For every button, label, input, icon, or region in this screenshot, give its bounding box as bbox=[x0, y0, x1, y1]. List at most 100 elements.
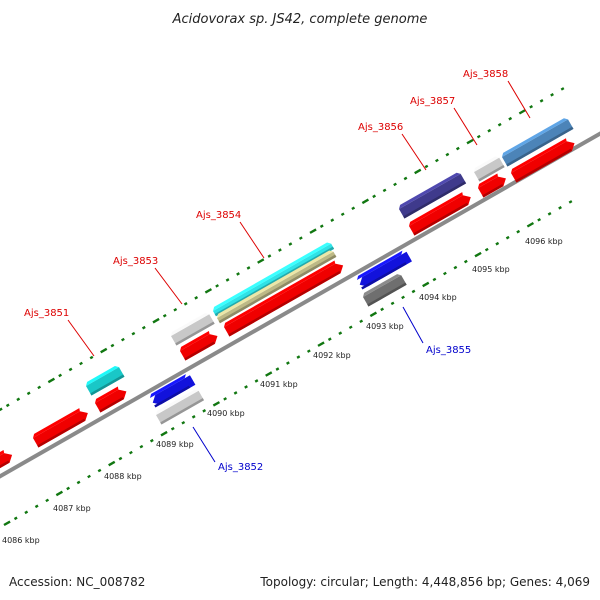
tick-minor bbox=[34, 504, 39, 509]
feature-cds-a[interactable] bbox=[0, 447, 15, 470]
gene-label-ajs-3853[interactable]: Ajs_3853 bbox=[113, 256, 158, 267]
tick-major bbox=[100, 347, 108, 354]
gene-label-ajs-3852[interactable]: Ajs_3852 bbox=[218, 462, 263, 473]
tick-minor bbox=[181, 420, 186, 425]
tick-major bbox=[361, 198, 370, 205]
feature-shadow bbox=[515, 148, 573, 183]
feature-body bbox=[359, 251, 412, 287]
tick-major bbox=[466, 138, 474, 145]
tick-minor bbox=[267, 254, 272, 258]
tick-minor bbox=[89, 355, 94, 360]
feature-shadow bbox=[99, 397, 124, 413]
feature-gene-3858[interactable] bbox=[501, 117, 574, 167]
feature-body bbox=[511, 141, 575, 183]
kbp-label: 4089 kbp bbox=[156, 440, 194, 449]
leader-line bbox=[67, 319, 95, 357]
gene-label-ajs-3856[interactable]: Ajs_3856 bbox=[358, 122, 403, 133]
tick-minor bbox=[149, 438, 154, 443]
tick-minor bbox=[37, 385, 42, 390]
feature-cds-g[interactable] bbox=[477, 171, 509, 198]
tick-major bbox=[0, 407, 3, 412]
tick-minor bbox=[45, 498, 50, 503]
tick-minor bbox=[435, 158, 439, 163]
gene-label-ajs-3857[interactable]: Ajs_3857 bbox=[410, 96, 455, 107]
tick-major bbox=[422, 281, 430, 288]
tick-minor bbox=[537, 217, 542, 222]
tick-minor bbox=[87, 474, 91, 479]
genome-summary-text: Topology: circular; Length: 4,448,856 bp… bbox=[259, 575, 590, 589]
tick-minor bbox=[121, 337, 125, 342]
tick-minor bbox=[129, 450, 133, 455]
feature-gene-3852-a[interactable] bbox=[149, 373, 196, 408]
feature-bevel bbox=[213, 242, 332, 311]
tick-minor bbox=[162, 313, 167, 318]
feature-gene-3853[interactable] bbox=[170, 312, 215, 346]
feature-gene-3856[interactable] bbox=[398, 171, 467, 219]
kbp-label: 4086 kbp bbox=[2, 536, 40, 545]
feature-cds-c[interactable] bbox=[94, 384, 130, 413]
tick-minor bbox=[508, 116, 513, 121]
tick-minor bbox=[487, 128, 492, 133]
tick-minor bbox=[401, 295, 405, 300]
leader-line bbox=[507, 80, 531, 119]
tick-minor bbox=[246, 266, 251, 270]
tick-minor bbox=[455, 146, 460, 151]
feature-shadow bbox=[403, 181, 467, 219]
tick-minor bbox=[194, 296, 199, 300]
feature-gene-3855-b[interactable] bbox=[362, 273, 407, 307]
tick-major bbox=[518, 108, 527, 115]
inner-tick-track bbox=[3, 200, 573, 527]
tick-minor bbox=[24, 510, 29, 515]
feature-gene-3855-a[interactable] bbox=[356, 249, 412, 290]
feature-cds-h[interactable] bbox=[510, 136, 578, 183]
feature-body bbox=[409, 195, 471, 236]
tick-minor bbox=[424, 164, 429, 169]
feature-body bbox=[224, 263, 344, 337]
feature-cds-e[interactable] bbox=[223, 258, 346, 337]
feature-cds-d[interactable] bbox=[179, 329, 221, 361]
tick-minor bbox=[432, 277, 437, 282]
feature-body bbox=[478, 176, 506, 198]
feature-bevel bbox=[511, 138, 567, 173]
tick-minor bbox=[66, 486, 71, 491]
kbp-label: 4088 kbp bbox=[104, 472, 142, 481]
kbp-label: 4094 kbp bbox=[419, 293, 457, 302]
feature-shadow bbox=[175, 321, 215, 346]
feature-bevel bbox=[357, 250, 403, 280]
tick-minor bbox=[476, 134, 481, 139]
tick-major bbox=[108, 460, 116, 467]
tick-minor bbox=[288, 242, 293, 246]
gene-label-ajs-3854[interactable]: Ajs_3854 bbox=[196, 210, 241, 221]
feature-shadow bbox=[478, 165, 505, 182]
feature-cds-f[interactable] bbox=[408, 190, 474, 236]
gene-label-ajs-3858[interactable]: Ajs_3858 bbox=[463, 69, 508, 80]
tick-minor bbox=[380, 307, 385, 312]
feature-body bbox=[363, 275, 407, 307]
tick-minor bbox=[359, 319, 364, 324]
feature-bevel bbox=[474, 156, 500, 172]
tick-minor bbox=[26, 391, 31, 396]
feature-body bbox=[152, 375, 196, 405]
tick-minor bbox=[173, 307, 178, 312]
leader-line bbox=[453, 107, 478, 146]
tick-minor bbox=[254, 379, 259, 383]
feature-cds-b[interactable] bbox=[32, 406, 91, 448]
tick-minor bbox=[560, 87, 565, 91]
tick-minor bbox=[58, 373, 63, 378]
feature-bevel bbox=[156, 389, 199, 415]
feature-gene-3854-sub[interactable] bbox=[216, 249, 337, 324]
tick-minor bbox=[327, 337, 332, 341]
tick-minor bbox=[539, 99, 544, 103]
accession-text: Accession: NC_008782 bbox=[9, 575, 145, 589]
feature-gene-3851[interactable] bbox=[85, 365, 125, 396]
gene-label-ajs-3851[interactable]: Ajs_3851 bbox=[24, 308, 69, 319]
feature-gene-3852-b[interactable] bbox=[155, 388, 205, 425]
feature-gene-3857[interactable] bbox=[473, 155, 505, 182]
feature-bevel bbox=[150, 374, 186, 398]
tick-major bbox=[257, 258, 265, 264]
tick-minor bbox=[505, 235, 510, 240]
tick-minor bbox=[340, 212, 345, 217]
gene-label-ajs-3855[interactable]: Ajs_3855 bbox=[426, 345, 471, 356]
feature-bevel bbox=[33, 408, 80, 438]
